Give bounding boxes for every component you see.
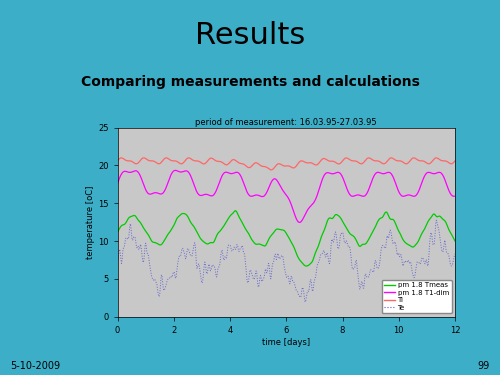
Text: 5-10-2009: 5-10-2009: [10, 361, 60, 371]
Y-axis label: temperature [oC]: temperature [oC]: [86, 186, 95, 259]
Text: 99: 99: [478, 361, 490, 371]
Legend: pm 1.8 Tmeas, pm 1.8 T1-dim, Ti, Te: pm 1.8 Tmeas, pm 1.8 T1-dim, Ti, Te: [382, 280, 452, 314]
Title: period of measurement: 16.03.95-27.03.95: period of measurement: 16.03.95-27.03.95: [196, 118, 377, 127]
Text: Comparing measurements and calculations: Comparing measurements and calculations: [80, 75, 419, 89]
X-axis label: time [days]: time [days]: [262, 338, 310, 346]
Text: Results: Results: [195, 21, 305, 50]
